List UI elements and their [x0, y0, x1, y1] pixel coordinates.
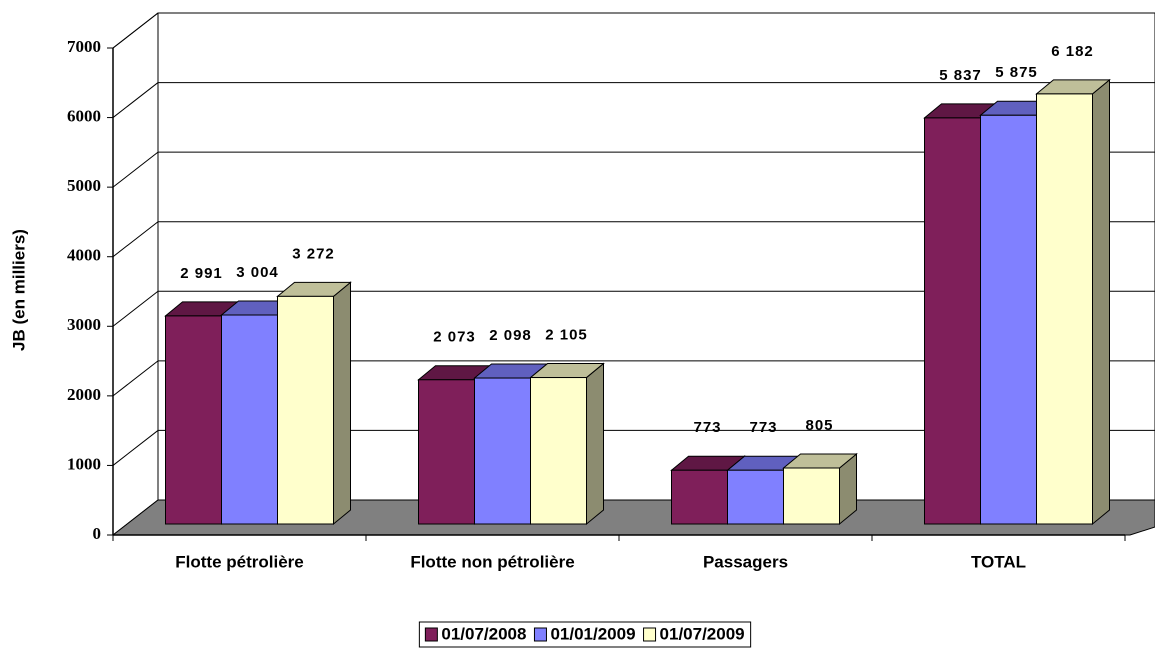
side-grid-line	[112, 430, 159, 466]
bar-side	[586, 362, 604, 526]
legend-box	[418, 621, 752, 648]
value-label: 3 004	[236, 264, 279, 281]
value-label: 2 105	[545, 327, 588, 344]
bar-side	[1092, 78, 1110, 526]
bar-front	[474, 377, 531, 525]
side-grid-line	[112, 360, 159, 397]
y-tick-label: 5000	[67, 176, 101, 195]
legend: 01/07/2008 01/01/2009 01/07/2009	[418, 621, 752, 648]
legend-swatch	[424, 627, 438, 642]
side-grid-line	[112, 221, 159, 258]
y-tick-label: 3000	[67, 315, 101, 334]
y-tick-label: 0	[93, 524, 102, 543]
bar-side	[333, 281, 351, 526]
legend-swatch	[643, 627, 657, 642]
value-label: 5 837	[939, 67, 982, 84]
value-label: 6 182	[1051, 43, 1094, 60]
bar-front	[165, 315, 222, 525]
value-label: 2 073	[433, 329, 476, 346]
bar-front	[221, 314, 278, 525]
bar	[782, 452, 858, 526]
value-label: 2 098	[489, 327, 532, 344]
bar	[1035, 78, 1111, 526]
y-tick-label: 4000	[67, 246, 101, 265]
y-axis-label: JB (en milliers)	[9, 229, 28, 351]
bar-front	[727, 469, 784, 525]
bar-front	[530, 377, 587, 525]
bar-front	[418, 379, 475, 525]
value-label: 773	[693, 419, 721, 436]
x-tick-label: Passagers	[703, 552, 788, 571]
legend-label: 01/01/2009	[550, 624, 635, 643]
y-tick-label: 1000	[67, 454, 101, 473]
side-grid-line	[112, 290, 159, 327]
legend-label: 01/07/2009	[660, 624, 745, 643]
value-label: 773	[749, 419, 777, 436]
value-label: 5 875	[995, 64, 1038, 81]
y-axis-depth	[112, 12, 159, 49]
value-label: 3 272	[292, 245, 335, 262]
y-tick-label: 2000	[67, 385, 101, 404]
bar-front	[1036, 93, 1093, 525]
bar-front	[671, 469, 728, 525]
x-tick-label: Flotte non pétrolière	[410, 552, 574, 571]
x-tick-label: Flotte pétrolière	[175, 552, 303, 571]
value-label: 2 991	[180, 265, 223, 282]
y-tick-label: 7000	[67, 37, 101, 56]
side-grid-line	[112, 151, 159, 188]
y-tick-label: 6000	[67, 106, 101, 125]
bar-front	[277, 295, 334, 525]
x-tick-label: TOTAL	[971, 552, 1026, 571]
value-label: 805	[805, 417, 833, 434]
bar-front	[783, 467, 840, 525]
bar-front	[980, 114, 1037, 525]
legend-label: 01/07/2008	[441, 624, 526, 643]
side-grid-line	[112, 82, 159, 118]
bar	[529, 362, 605, 526]
bar-front	[924, 117, 981, 525]
legend-swatch	[533, 627, 547, 642]
bar	[276, 281, 352, 526]
